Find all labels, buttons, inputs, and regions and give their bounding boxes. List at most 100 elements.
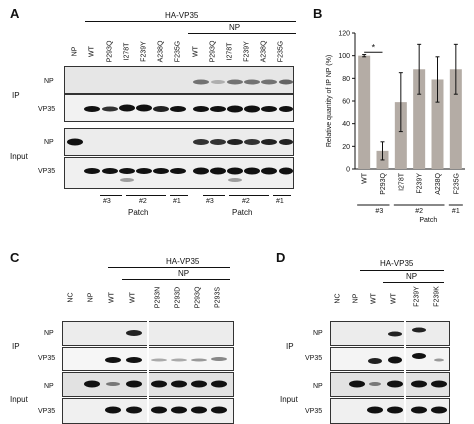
lane-label: F235G: [277, 40, 285, 63]
y-tick-label: 100: [338, 53, 350, 60]
x-tick-label: F235G: [453, 173, 460, 194]
a-patch-label: Patch: [128, 208, 149, 217]
panel-a-row-np-input: NP: [44, 139, 54, 146]
a-group-line: [229, 195, 269, 196]
lane-label: P293S: [214, 286, 222, 309]
group-label: #2: [415, 208, 423, 215]
lane-label: NC: [67, 292, 75, 303]
lane-label: P293D: [174, 286, 182, 309]
blot-a-ip-vp35: [64, 94, 294, 122]
panel-a-ha-line: [85, 21, 296, 22]
significance-star: *: [372, 42, 376, 52]
panel-c-np-label: NP: [178, 269, 190, 278]
d-splice-divider: [404, 321, 406, 422]
lane-label: A238Q: [260, 40, 268, 63]
blot-d-input-np: [330, 372, 450, 397]
panel-d-np-label: NP: [406, 272, 418, 281]
y-tick-label: 20: [342, 144, 350, 151]
lane-label: NP: [352, 293, 360, 304]
blot-a-input-np: [64, 128, 294, 156]
panel-a-ha-label: HA-VP35: [165, 11, 199, 20]
lane-label: WT: [390, 293, 398, 304]
a-group-label: #3: [103, 198, 111, 205]
panel-d-row-vp35-input: VP35: [305, 408, 323, 415]
panel-c-row-vp35-ip: VP35: [38, 355, 56, 362]
panel-d-ha-line: [360, 270, 444, 271]
lane-label: A238Q: [157, 40, 165, 63]
panel-d-row-vp35-ip: VP35: [305, 355, 323, 362]
a-group-label: #2: [139, 198, 147, 205]
a-group-label: #2: [242, 198, 250, 205]
panel-d-row-np-ip: NP: [313, 330, 323, 337]
panel-d-row-np-input: NP: [313, 383, 323, 390]
x-tick-label: A238Q: [435, 172, 442, 194]
a-group-line: [100, 195, 122, 196]
group-label: #3: [375, 208, 383, 215]
panel-d-ha-label: HA-VP35: [380, 259, 414, 268]
bar-a238q: [431, 79, 444, 169]
patch-label: Patch: [419, 217, 437, 224]
panel-d-input-label: Input: [280, 395, 298, 404]
lane-label: WT: [129, 292, 137, 303]
blot-a-input-vp35: [64, 157, 294, 189]
a-group-line: [273, 195, 291, 196]
x-tick-label: P293Q: [380, 172, 387, 194]
y-tick-label: 0: [346, 167, 350, 174]
panel-b-bar-chart: 0 20 40 60 80 100 120 Relative quantity of IP N…: [326, 31, 465, 224]
panel-c-ha-line: [108, 267, 230, 268]
c-splice-divider: [147, 321, 149, 422]
blot-d-ip-vp35: [330, 347, 450, 371]
panel-c-row-vp35-input: VP35: [38, 408, 56, 415]
a-group-label: #3: [206, 198, 214, 205]
x-tick-label: I278T: [398, 172, 405, 191]
panel-c-ha-label: HA-VP35: [166, 257, 200, 266]
a-group-line: [203, 195, 225, 196]
lane-label: F235G: [174, 40, 182, 63]
group-label: #1: [452, 208, 460, 215]
blot-a-ip-np: [64, 66, 294, 94]
panel-a-row-np-ip: NP: [44, 78, 54, 85]
lane-label: F239Y: [413, 286, 421, 307]
a-group-label: #1: [276, 198, 284, 205]
lane-label: WT: [370, 293, 378, 304]
lane-label: F239K: [433, 286, 441, 307]
x-tick-label: WT: [362, 172, 369, 184]
panel-c-ip-label: IP: [12, 342, 20, 351]
panel-a-row-vp35-input: VP35: [38, 168, 56, 175]
panel-c-input-label: Input: [10, 395, 28, 404]
panel-d-np-line: [383, 282, 444, 283]
lane-label: I278T: [123, 42, 131, 61]
bar-wt: [358, 55, 371, 169]
panel-a-label: A: [10, 6, 20, 21]
bar-f235g: [449, 69, 462, 169]
a-group-line: [170, 195, 188, 196]
panel-a-np-label: NP: [229, 23, 241, 32]
blot-d-input-vp35: [330, 398, 450, 424]
lane-label: WT: [108, 292, 116, 303]
lane-label: NP: [71, 46, 79, 57]
panel-a-row-vp35-ip: VP35: [38, 106, 56, 113]
panel-c-label: C: [10, 250, 20, 265]
panel-c-np-line: [122, 279, 230, 280]
lane-label: NC: [334, 293, 342, 304]
a-patch-label: Patch: [232, 208, 253, 217]
lane-label: P293N: [154, 286, 162, 309]
panel-a-np-line: [188, 33, 296, 34]
lane-label: P293Q: [209, 40, 217, 63]
blot-d-ip-np: [330, 321, 450, 346]
panel-c-row-np-input: NP: [44, 383, 54, 390]
y-axis-label: Relative quantity of IP NP (%): [326, 55, 333, 147]
panel-d-ip-label: IP: [286, 342, 294, 351]
panel-a-input-label: Input: [10, 152, 28, 161]
y-tick-label: 120: [338, 31, 350, 38]
panel-b-label: B: [313, 6, 323, 21]
lane-label: P293Q: [106, 40, 114, 63]
lane-label: P293Q: [194, 286, 202, 309]
lane-label: I278T: [226, 42, 234, 61]
y-tick-label: 80: [342, 76, 350, 83]
lane-label: WT: [88, 46, 96, 57]
bar-f239y: [413, 69, 426, 169]
lane-label: F239Y: [243, 41, 251, 62]
panel-a-ip-label: IP: [12, 91, 20, 100]
panel-c-row-np-ip: NP: [44, 330, 54, 337]
